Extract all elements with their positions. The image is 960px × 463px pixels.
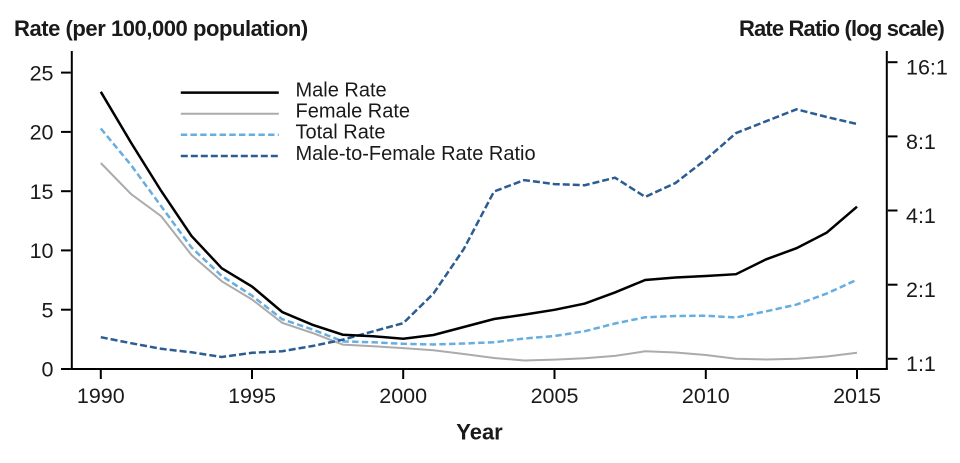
svg-text:10: 10 xyxy=(30,239,54,263)
svg-text:1990: 1990 xyxy=(77,384,125,408)
svg-text:20: 20 xyxy=(30,121,54,145)
svg-text:Female Rate: Female Rate xyxy=(296,101,411,123)
svg-text:Total Rate: Total Rate xyxy=(296,122,386,144)
svg-text:0: 0 xyxy=(42,358,54,382)
svg-text:2015: 2015 xyxy=(833,384,881,408)
svg-text:Male-to-Female Rate Ratio: Male-to-Female Rate Ratio xyxy=(296,143,536,165)
svg-text:1995: 1995 xyxy=(228,384,276,408)
svg-text:2010: 2010 xyxy=(682,384,730,408)
svg-text:15: 15 xyxy=(30,180,54,204)
svg-text:5: 5 xyxy=(42,298,54,322)
svg-text:25: 25 xyxy=(30,61,54,85)
svg-text:8:1: 8:1 xyxy=(906,130,936,154)
svg-text:Rate Ratio (log scale): Rate Ratio (log scale) xyxy=(739,16,945,41)
svg-text:2:1: 2:1 xyxy=(906,278,936,302)
svg-text:Male Rate: Male Rate xyxy=(296,79,387,101)
svg-text:Year: Year xyxy=(456,420,503,445)
svg-text:2005: 2005 xyxy=(531,384,579,408)
svg-text:16:1: 16:1 xyxy=(906,56,948,80)
svg-text:4:1: 4:1 xyxy=(906,204,936,228)
svg-text:Rate (per 100,000 population): Rate (per 100,000 population) xyxy=(14,16,308,41)
svg-text:1:1: 1:1 xyxy=(906,352,936,376)
svg-text:2000: 2000 xyxy=(379,384,427,408)
